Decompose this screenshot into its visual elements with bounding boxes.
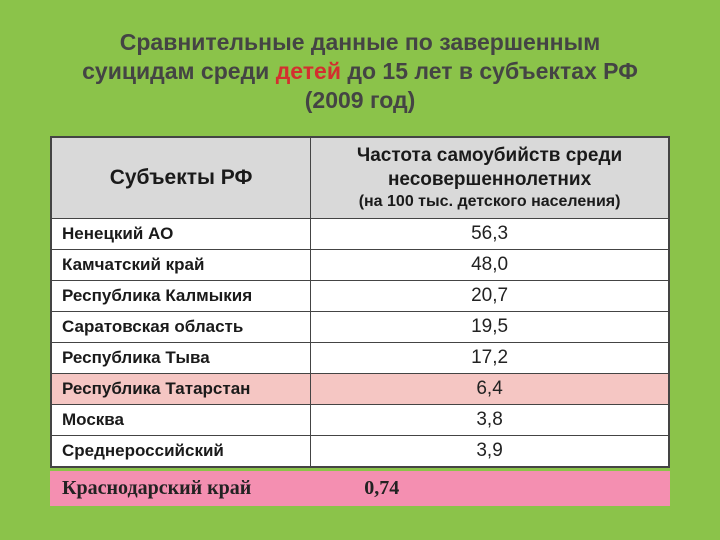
- table-row: Республика Калмыкия20,7: [52, 280, 669, 311]
- cell-region: Республика Калмыкия: [52, 280, 311, 311]
- footer-row: Краснодарский край 0,74: [50, 471, 670, 506]
- table-row: Среднероссийский3,9: [52, 435, 669, 466]
- cell-region: Республика Тыва: [52, 342, 311, 373]
- table-header-row: Субъекты РФ Частота самоубийств среди не…: [52, 138, 669, 219]
- data-table-wrap: Субъекты РФ Частота самоубийств среди не…: [50, 136, 670, 468]
- cell-region: Камчатский край: [52, 249, 311, 280]
- data-table: Субъекты РФ Частота самоубийств среди не…: [51, 137, 669, 467]
- header-region: Субъекты РФ: [52, 138, 311, 219]
- footer-region: Краснодарский край: [62, 477, 324, 500]
- cell-rate: 19,5: [311, 311, 669, 342]
- cell-rate: 20,7: [311, 280, 669, 311]
- cell-rate: 48,0: [311, 249, 669, 280]
- cell-rate: 56,3: [311, 218, 669, 249]
- table-row: Республика Тыва17,2: [52, 342, 669, 373]
- table-row: Ненецкий АО56,3: [52, 218, 669, 249]
- slide-title: Сравнительные данные по завершенным суиц…: [50, 28, 670, 114]
- table-row: Саратовская область19,5: [52, 311, 669, 342]
- cell-region: Ненецкий АО: [52, 218, 311, 249]
- footer-rate: 0,74: [324, 477, 399, 500]
- header-rate-sub: (на 100 тыс. детского населения): [319, 192, 660, 212]
- slide: Сравнительные данные по завершенным суиц…: [0, 0, 720, 540]
- cell-rate: 3,8: [311, 404, 669, 435]
- cell-region: Саратовская область: [52, 311, 311, 342]
- header-rate: Частота самоубийств среди несовершенноле…: [311, 138, 669, 219]
- table-row: Москва3,8: [52, 404, 669, 435]
- table-row: Республика Татарстан6,4: [52, 373, 669, 404]
- table-row: Камчатский край48,0: [52, 249, 669, 280]
- cell-rate: 6,4: [311, 373, 669, 404]
- header-rate-main: Частота самоубийств среди несовершенноле…: [357, 145, 622, 190]
- title-highlight: детей: [276, 58, 341, 84]
- cell-rate: 3,9: [311, 435, 669, 466]
- table-body: Ненецкий АО56,3Камчатский край48,0Респуб…: [52, 218, 669, 466]
- cell-rate: 17,2: [311, 342, 669, 373]
- title-post: до 15 лет в субъектах РФ (2009 год): [305, 58, 638, 113]
- cell-region: Среднероссийский: [52, 435, 311, 466]
- cell-region: Москва: [52, 404, 311, 435]
- cell-region: Республика Татарстан: [52, 373, 311, 404]
